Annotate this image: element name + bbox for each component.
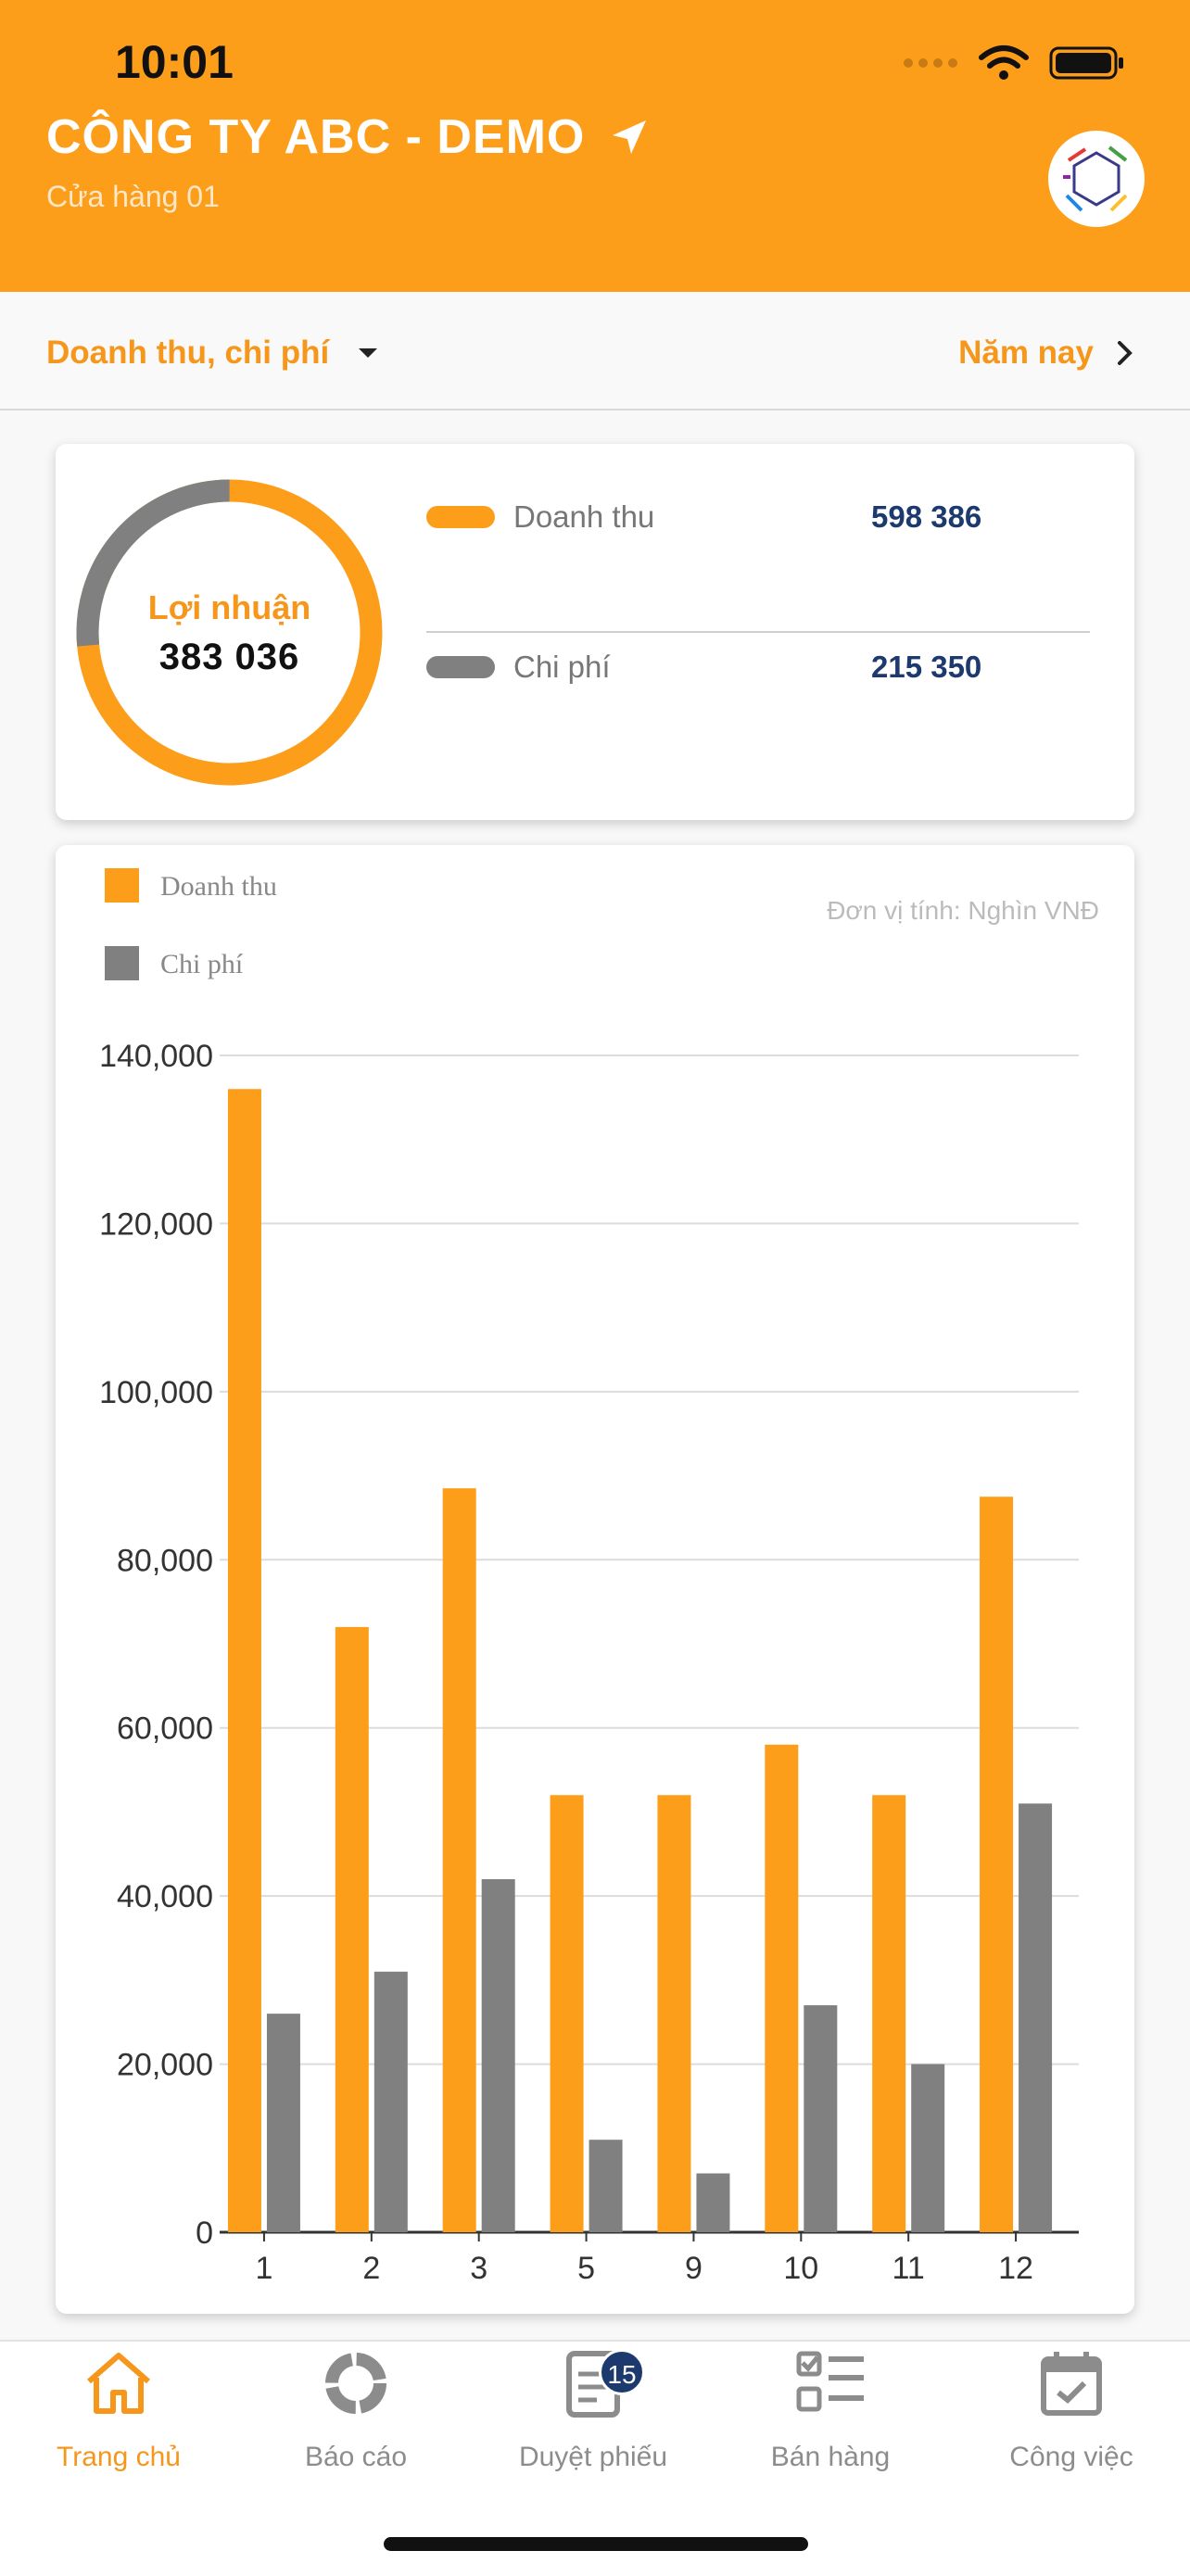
profit-label: Lợi nhuận — [147, 588, 311, 626]
y-tick-label: 20,000 — [117, 2048, 213, 2083]
x-tick-label: 3 — [470, 2251, 487, 2286]
cost-value: 215 350 — [871, 650, 982, 684]
location-arrow-icon — [613, 120, 647, 154]
bar — [227, 1089, 261, 2232]
y-tick-label: 0 — [196, 2216, 213, 2251]
x-tick-label: 11 — [892, 2251, 925, 2286]
bar — [589, 2140, 623, 2232]
x-tick-label: 2 — [362, 2251, 380, 2286]
nav-tasks[interactable]: Công việc — [953, 2342, 1190, 2527]
y-tick-label: 120,000 — [99, 1206, 213, 1242]
revenue-label: Doanh thu — [513, 499, 655, 534]
status-icons — [903, 44, 1125, 82]
summary-card: Lợi nhuận 383 036 Doanh thu 598 386 Chi … — [56, 444, 1134, 820]
filter-bar: Doanh thu, chi phí Năm nay — [0, 292, 1190, 410]
chart-card: Doanh thu Chi phí Đơn vị tính: Nghìn VNĐ 0 2… — [56, 845, 1134, 2314]
home-indicator — [384, 2537, 808, 2551]
bar — [373, 1971, 408, 2232]
store-name: Cửa hàng 01 — [46, 180, 220, 213]
x-tick-label: 5 — [577, 2251, 595, 2286]
bottom-nav: Trang chủ Báo cáo 15 Duyệt phiếu Bán hàn… — [0, 2340, 1190, 2576]
profit-donut — [76, 479, 383, 786]
nav-sales[interactable]: Bán hàng — [712, 2342, 949, 2527]
bar — [266, 2014, 300, 2232]
logo-icon — [1063, 145, 1128, 212]
nav-tasks-label: Công việc — [1009, 2442, 1133, 2472]
home-icon — [87, 2353, 150, 2414]
y-tick-label: 100,000 — [99, 1375, 213, 1410]
bar — [980, 1496, 1014, 2232]
nav-home-label: Trang chủ — [57, 2442, 181, 2472]
status-time: 10:01 — [115, 36, 234, 88]
profit-value: 383 036 — [158, 637, 300, 677]
signal-icon — [904, 58, 957, 68]
bar — [657, 1795, 691, 2232]
cost-label: Chi phí — [513, 650, 611, 684]
bar — [872, 1795, 906, 2232]
app-header: 10:01 CÔNG TY ABC - DEMO Cửa hàng 01 — [0, 0, 1190, 292]
revenue-value: 598 386 — [871, 499, 982, 534]
avatar[interactable] — [1048, 131, 1145, 227]
nav-report-label: Báo cáo — [304, 2442, 408, 2472]
period-selector[interactable]: Năm nay — [958, 335, 1134, 372]
x-tick-label: 10 — [783, 2251, 818, 2286]
legend-label: Chi phí — [160, 949, 244, 979]
report-icon — [325, 2353, 386, 2414]
checklist-icon — [796, 2351, 864, 2412]
cost-swatch — [426, 656, 495, 678]
chevron-right-icon — [1118, 341, 1133, 365]
y-tick-label: 60,000 — [117, 1711, 213, 1747]
y-tick-label: 80,000 — [117, 1543, 213, 1578]
period-label: Năm nay — [958, 335, 1094, 371]
y-tick-label: 140,000 — [99, 1039, 213, 1074]
revenue-swatch — [426, 506, 495, 528]
legend-swatch — [105, 868, 139, 903]
y-tick-label: 40,000 — [117, 1879, 213, 1914]
company-name[interactable]: CÔNG TY ABC - DEMO — [46, 109, 650, 165]
legend-label: Doanh thu — [160, 871, 277, 902]
caret-down-icon — [359, 348, 378, 358]
company-title: CÔNG TY ABC - DEMO — [46, 110, 586, 164]
cost-legend: Chi phí 215 350 — [426, 639, 1094, 695]
bar-chart: Doanh thu Chi phí Đơn vị tính: Nghìn VNĐ 0 2… — [99, 868, 1099, 2286]
revenue-legend: Doanh thu 598 386 — [426, 489, 1094, 545]
nav-home[interactable]: Trang chủ — [0, 2342, 237, 2527]
nav-approve[interactable]: 15 Duyệt phiếu — [475, 2342, 712, 2527]
bar — [1019, 1803, 1053, 2232]
metric-dropdown[interactable]: Doanh thu, chi phí — [46, 335, 379, 372]
wifi-icon — [979, 45, 1029, 80]
bar — [804, 2005, 838, 2232]
metric-label: Doanh thu, chi phí — [46, 335, 330, 371]
x-tick-label: 9 — [685, 2251, 703, 2286]
legend-divider — [426, 631, 1090, 633]
calendar-icon — [1041, 2352, 1102, 2416]
bar — [765, 1744, 799, 2232]
battery-icon — [1049, 46, 1123, 80]
nav-sales-label: Bán hàng — [770, 2442, 891, 2472]
legend-swatch — [105, 946, 139, 980]
x-tick-label: 12 — [998, 2251, 1033, 2286]
nav-report[interactable]: Báo cáo — [237, 2342, 475, 2527]
unit-note: Đơn vị tính: Nghìn VNĐ — [827, 896, 1099, 925]
nav-approve-label: Duyệt phiếu — [518, 2442, 668, 2472]
x-tick-label: 1 — [255, 2251, 272, 2286]
bar — [481, 1879, 515, 2232]
bar — [911, 2064, 945, 2232]
bar — [696, 2173, 730, 2232]
bar — [550, 1795, 584, 2232]
approve-badge: 15 — [599, 2349, 645, 2395]
bar — [442, 1488, 476, 2232]
bar — [335, 1626, 369, 2232]
